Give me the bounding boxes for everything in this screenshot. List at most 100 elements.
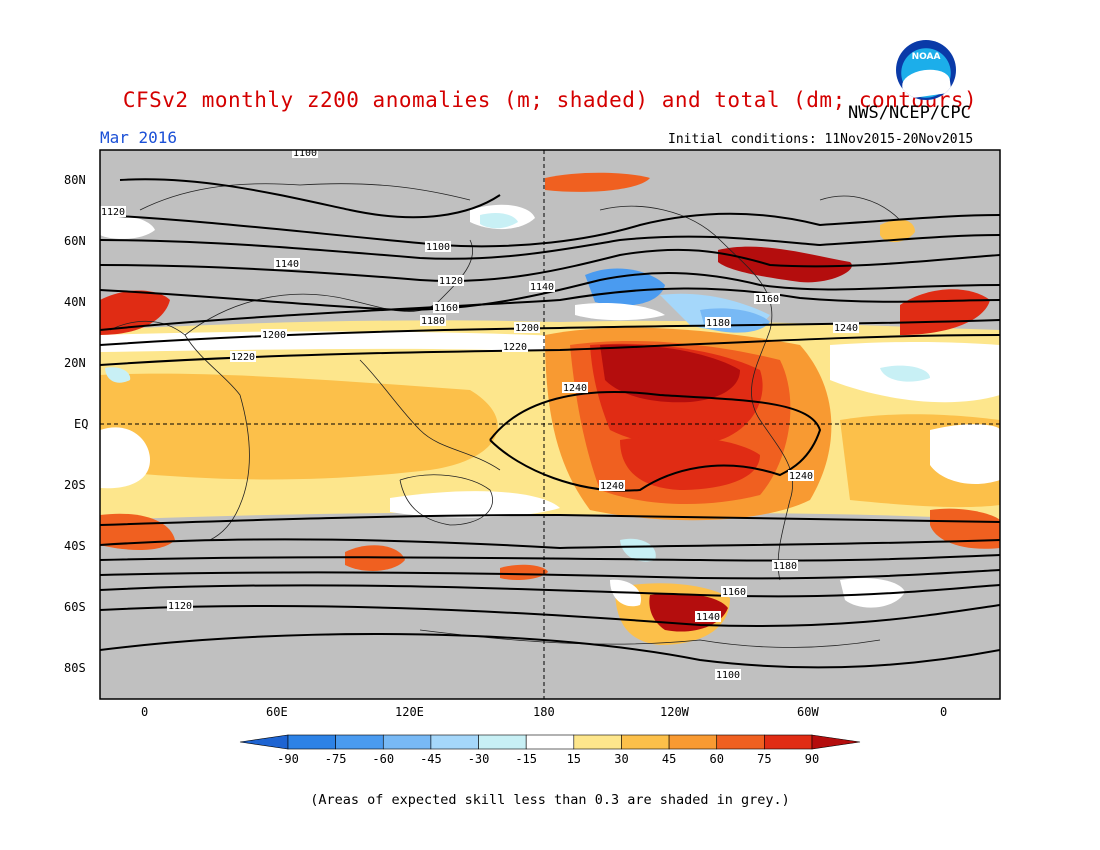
anomaly-south-pacific-cool <box>620 538 656 562</box>
anomaly-neutral-atlantic <box>100 427 150 489</box>
colorbar-label: -45 <box>420 752 442 766</box>
svg-text:1140: 1140 <box>275 259 299 270</box>
contour-label: 1220 <box>502 341 528 353</box>
contour-label: 1180 <box>772 560 798 572</box>
colorbar-arrow-low <box>239 734 289 750</box>
lon-tick: 60E <box>266 705 288 719</box>
contour-label: 1140 <box>274 258 300 270</box>
forecast-month: Mar 2016 <box>100 128 178 147</box>
colorbar-label: -60 <box>372 752 394 766</box>
contour-label: 1100 <box>715 669 741 681</box>
anomaly-na-warm <box>718 246 852 283</box>
contour-label: 1120 <box>100 206 126 218</box>
anomaly-pacific-cold <box>585 268 665 306</box>
initial-conditions: Initial conditions: 11Nov2015-20Nov2015 <box>668 132 974 147</box>
contour-label: 1200 <box>261 329 287 341</box>
colorbar-label: 60 <box>710 752 724 766</box>
colorbar-label: 45 <box>662 752 676 766</box>
colorbar-label: 90 <box>805 752 819 766</box>
map-area: 1100 1120 1140 1160 1180 1200 1220 1240 … <box>100 148 1000 699</box>
svg-text:1240: 1240 <box>789 471 813 482</box>
noaa-logo: NOAA <box>896 40 956 100</box>
lat-tick: 20S <box>64 478 86 492</box>
lon-tick: 180 <box>533 705 555 719</box>
contour-label: 1240 <box>562 382 588 394</box>
contour-label: 1240 <box>599 480 625 492</box>
contour-label: 1180 <box>420 315 446 327</box>
contour-label: 1160 <box>721 586 747 598</box>
anomaly-south-atl-white <box>840 578 905 608</box>
contour-label: 1220 <box>230 351 256 363</box>
svg-text:1120: 1120 <box>439 276 463 287</box>
lat-tick: 40N <box>64 295 86 309</box>
anomaly-europe-warm-west <box>100 290 170 335</box>
anomaly-greenland-warm <box>880 219 915 243</box>
colorbar-segment <box>573 734 622 750</box>
anomaly-75-90-pacific-south <box>620 435 760 490</box>
agency-label: NWS/NCEP/CPC <box>848 103 971 123</box>
svg-text:1180: 1180 <box>773 561 797 572</box>
svg-text:1140: 1140 <box>696 612 720 623</box>
anomaly-90-pacific-north <box>600 344 740 403</box>
contour-label: 1120 <box>167 600 193 612</box>
colorbar-segment <box>621 734 670 750</box>
contour-label: 1100 <box>425 241 451 253</box>
colorbar-segment <box>287 734 336 750</box>
colorbar-segment <box>668 734 718 750</box>
anomaly-south-white-band <box>390 491 560 518</box>
colorbar-label: 15 <box>567 752 581 766</box>
colorbar: -90 -75 -60 -45 -30 -15 15 30 45 60 75 90 <box>239 734 861 766</box>
contour-label: 1120 <box>438 275 464 287</box>
contour-label: 1240 <box>833 322 859 334</box>
contour-label: 1140 <box>529 281 555 293</box>
colorbar-segment <box>382 734 432 750</box>
anomaly-pacific-cold-fringe <box>575 303 665 321</box>
svg-text:1160: 1160 <box>434 303 458 314</box>
lat-tick: 40S <box>64 539 86 553</box>
colorbar-arrow-high <box>811 734 861 750</box>
svg-text:1120: 1120 <box>101 207 125 218</box>
lat-tick: 80S <box>64 661 86 675</box>
anomaly-atlantic-cool-east <box>880 365 930 382</box>
skill-note: (Areas of expected skill less than 0.3 a… <box>310 792 790 808</box>
colorbar-segment <box>525 734 575 750</box>
svg-text:1180: 1180 <box>706 318 730 329</box>
contour-label: 1140 <box>695 611 721 623</box>
svg-text:1100: 1100 <box>716 670 740 681</box>
anomaly-neutral-strip <box>100 331 560 352</box>
contour-label: 1100 <box>292 148 318 159</box>
svg-text:1220: 1220 <box>231 352 255 363</box>
colorbar-label: -15 <box>515 752 537 766</box>
lat-tick: 60S <box>64 600 86 614</box>
anomaly-siberia-cool-inner <box>480 212 518 229</box>
contour-label: 1200 <box>514 322 540 334</box>
svg-text:1100: 1100 <box>293 148 317 159</box>
colorbar-segment <box>335 734 384 750</box>
lat-tick: 60N <box>64 234 86 248</box>
colorbar-segment <box>716 734 765 750</box>
svg-text:1160: 1160 <box>722 587 746 598</box>
contour-label: 1240 <box>788 470 814 482</box>
colorbar-label: -90 <box>277 752 299 766</box>
logo-text: NOAA <box>911 52 941 62</box>
svg-text:1220: 1220 <box>503 342 527 353</box>
map-frame <box>99 149 1001 700</box>
colorbar-segment <box>764 734 813 750</box>
contour-label: 1160 <box>433 302 459 314</box>
anomaly-atlantic-cool <box>105 367 131 383</box>
svg-text:1160: 1160 <box>755 294 779 305</box>
lat-tick: 80N <box>64 173 86 187</box>
svg-text:1180: 1180 <box>421 316 445 327</box>
contour-label: 1160 <box>754 293 780 305</box>
svg-text:1240: 1240 <box>600 481 624 492</box>
lon-tick: 120W <box>660 705 689 719</box>
colorbar-segment <box>478 734 527 750</box>
contour-labels: 1100 1120 1140 1160 1180 1200 1220 1240 … <box>100 148 859 681</box>
svg-text:1240: 1240 <box>834 323 858 334</box>
anomaly-neutral-atlantic-east <box>930 424 1000 485</box>
lon-tick: 60W <box>797 705 819 719</box>
svg-text:1240: 1240 <box>563 383 587 394</box>
lon-tick: 0 <box>940 705 948 719</box>
svg-text:1120: 1120 <box>168 601 192 612</box>
